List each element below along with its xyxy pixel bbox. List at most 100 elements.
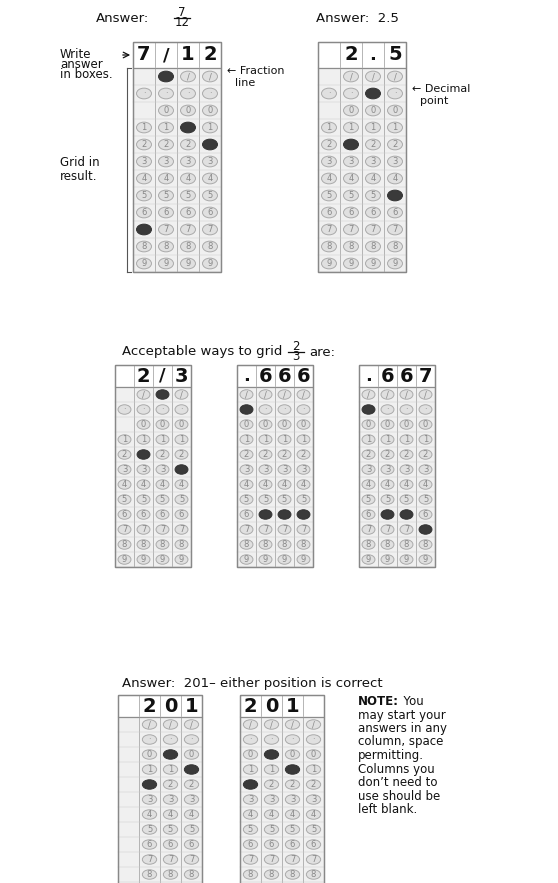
Ellipse shape [278, 479, 291, 489]
Text: 2: 2 [282, 450, 287, 459]
Ellipse shape [184, 870, 199, 879]
Text: answers in any: answers in any [358, 722, 447, 735]
Text: 6: 6 [371, 208, 376, 217]
Text: 2: 2 [404, 450, 409, 459]
Ellipse shape [156, 555, 169, 564]
Text: 4: 4 [141, 174, 147, 183]
Ellipse shape [203, 208, 218, 218]
Ellipse shape [163, 750, 177, 759]
Ellipse shape [175, 449, 188, 459]
Text: 4: 4 [282, 480, 287, 489]
Ellipse shape [365, 105, 381, 116]
Text: 8: 8 [385, 540, 390, 549]
Ellipse shape [321, 224, 336, 235]
Text: 2: 2 [189, 780, 194, 789]
Text: 0: 0 [163, 106, 169, 115]
Ellipse shape [240, 540, 253, 549]
Ellipse shape [203, 122, 218, 132]
Text: 9: 9 [141, 259, 147, 268]
Ellipse shape [387, 140, 402, 150]
Text: 2: 2 [244, 697, 257, 715]
Ellipse shape [362, 389, 375, 399]
Text: 6: 6 [269, 840, 274, 849]
Ellipse shape [240, 449, 253, 459]
Text: 1: 1 [168, 765, 173, 774]
Ellipse shape [156, 389, 169, 399]
Text: 7: 7 [189, 855, 194, 864]
Ellipse shape [365, 258, 381, 268]
Ellipse shape [278, 555, 291, 564]
Text: 8: 8 [122, 540, 127, 549]
Text: 0: 0 [366, 420, 371, 429]
Text: 1: 1 [248, 765, 253, 774]
Ellipse shape [184, 735, 199, 744]
Text: 5: 5 [263, 495, 268, 504]
Ellipse shape [297, 419, 310, 429]
Text: 3: 3 [301, 465, 306, 474]
Text: 5: 5 [348, 191, 354, 200]
Text: ·: · [161, 405, 164, 414]
Ellipse shape [381, 464, 394, 474]
Text: 7: 7 [385, 525, 390, 534]
Ellipse shape [175, 525, 188, 534]
Ellipse shape [344, 72, 358, 82]
Text: 0: 0 [290, 750, 295, 759]
Text: 2: 2 [366, 450, 371, 459]
Ellipse shape [285, 855, 300, 864]
Ellipse shape [163, 870, 177, 879]
Ellipse shape [297, 479, 310, 489]
Ellipse shape [156, 419, 169, 429]
Text: 0: 0 [423, 420, 428, 429]
Text: 3: 3 [366, 465, 371, 474]
Text: 7: 7 [404, 525, 409, 534]
Text: 4: 4 [185, 174, 191, 183]
Text: 3: 3 [263, 465, 268, 474]
Text: 0: 0 [392, 106, 398, 115]
Text: 5: 5 [326, 191, 331, 200]
Text: ·: · [169, 735, 172, 744]
Text: 8: 8 [179, 540, 184, 549]
Ellipse shape [362, 464, 375, 474]
Ellipse shape [321, 140, 336, 150]
Ellipse shape [203, 190, 218, 200]
Text: 8: 8 [301, 540, 306, 549]
Text: 5: 5 [282, 495, 287, 504]
Text: 2: 2 [371, 140, 376, 149]
Text: 1: 1 [385, 435, 390, 444]
Ellipse shape [142, 855, 157, 864]
Ellipse shape [243, 840, 258, 849]
Text: 2: 2 [263, 450, 268, 459]
Ellipse shape [419, 434, 432, 444]
Text: 9: 9 [185, 259, 191, 268]
Ellipse shape [419, 419, 432, 429]
Text: ·: · [264, 405, 267, 414]
Text: 0: 0 [282, 420, 287, 429]
Text: 8: 8 [141, 540, 146, 549]
Ellipse shape [278, 404, 291, 414]
Text: /: / [159, 367, 166, 385]
Text: 0: 0 [208, 106, 213, 115]
Ellipse shape [259, 494, 272, 504]
Ellipse shape [184, 720, 199, 729]
Text: 5: 5 [160, 495, 165, 504]
Ellipse shape [381, 479, 394, 489]
Ellipse shape [156, 509, 169, 519]
Text: 7: 7 [168, 855, 173, 864]
Ellipse shape [278, 434, 291, 444]
Text: 4: 4 [392, 174, 398, 183]
Ellipse shape [243, 735, 258, 744]
Ellipse shape [264, 825, 278, 834]
Text: column, space: column, space [358, 736, 444, 749]
Ellipse shape [181, 122, 195, 132]
Text: /: / [180, 390, 183, 399]
Ellipse shape [400, 389, 413, 399]
Text: 3: 3 [385, 465, 390, 474]
Ellipse shape [306, 750, 321, 759]
Ellipse shape [306, 735, 321, 744]
Text: 6: 6 [297, 366, 310, 386]
Ellipse shape [419, 389, 432, 399]
Ellipse shape [137, 464, 150, 474]
Ellipse shape [118, 509, 131, 519]
Text: 6: 6 [348, 208, 354, 217]
Text: 4: 4 [385, 480, 390, 489]
